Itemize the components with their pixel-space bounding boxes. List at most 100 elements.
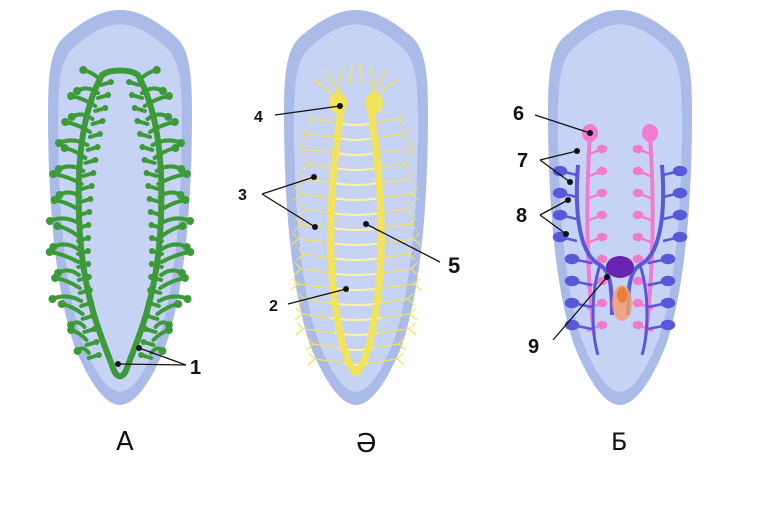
- gut-lobe-inner: [145, 300, 152, 306]
- gut-lobe: [60, 144, 69, 152]
- gut-lobe-inner: [128, 92, 135, 98]
- gut-lobe: [79, 66, 88, 74]
- gut-lobe: [54, 165, 63, 173]
- label-7: 7: [517, 150, 528, 172]
- label-2: 2: [269, 298, 278, 315]
- gut-lobe-inner: [146, 196, 153, 202]
- side-nerve: [373, 127, 411, 141]
- excretory-bulb: [632, 298, 644, 308]
- gut-lobe: [170, 118, 179, 126]
- gut-lobe-inner: [94, 144, 101, 150]
- gut-lobe: [152, 66, 161, 74]
- gut-lobe-inner: [88, 183, 95, 189]
- gut-lobe-inner: [141, 157, 148, 163]
- side-nerve: [377, 172, 415, 186]
- excretory-bulb: [596, 232, 608, 242]
- left-lower-duct: [591, 264, 602, 356]
- copulatory-organ-inner: [617, 287, 627, 303]
- side-nerve: [296, 247, 331, 261]
- testis: [564, 253, 580, 265]
- side-nerve: [380, 307, 418, 321]
- gut-lobe: [164, 92, 173, 100]
- gut-lobe-inner: [148, 261, 155, 267]
- gut-lobe-inner: [147, 287, 154, 293]
- gut-lobe-inner: [99, 118, 106, 124]
- excretory-bulb: [596, 254, 608, 264]
- label-7-leader: [539, 148, 580, 185]
- commissure: [336, 152, 376, 156]
- gut-lobe-inner: [143, 170, 150, 176]
- panel-ae: [284, 10, 428, 405]
- label-4: 4: [254, 109, 263, 126]
- cerebral-ganglion-left: [329, 92, 347, 114]
- gut-lobe-inner: [142, 326, 149, 332]
- side-nerve: [372, 337, 407, 351]
- gut-lobe: [178, 222, 187, 230]
- gut-lobe-inner: [144, 313, 151, 319]
- gut-lobe: [73, 347, 82, 355]
- gut-lobe: [54, 139, 63, 147]
- side-nerve: [379, 187, 419, 201]
- side-nerve: [381, 262, 419, 276]
- label-4-leader: [274, 103, 343, 116]
- gut-lobe: [67, 326, 76, 334]
- side-nerve: [381, 247, 416, 261]
- gut-lobe-inner: [85, 248, 92, 254]
- testis: [660, 297, 676, 309]
- side-nerve: [368, 352, 405, 366]
- caption-a: А: [116, 427, 134, 457]
- gut-lobe: [177, 139, 186, 147]
- gut-lobe-inner: [92, 157, 99, 163]
- gut-lobe: [158, 87, 167, 95]
- gut-lobe-inner: [148, 222, 155, 228]
- excretory-bulb: [596, 166, 608, 176]
- cerebral-ganglion-right: [365, 92, 383, 114]
- gut-lobe: [177, 165, 186, 173]
- testis: [552, 187, 568, 199]
- side-nerve: [380, 217, 418, 231]
- side-nerve: [380, 202, 414, 216]
- side-nerve: [381, 232, 421, 246]
- gut-lobe-inner: [88, 300, 95, 306]
- gut-lobe: [51, 274, 60, 282]
- gut-lobe-inner: [138, 352, 145, 358]
- gut-lobe-inner: [85, 235, 92, 241]
- gut-lobe-inner: [107, 79, 114, 85]
- side-nerve: [298, 202, 332, 216]
- peripheral-nerves: [290, 112, 422, 366]
- left-vas-deferens: [574, 164, 614, 316]
- side-nerve: [293, 187, 333, 201]
- testis: [552, 209, 568, 221]
- gut-lobe: [55, 191, 64, 199]
- panel-b: [548, 10, 692, 405]
- gut-lobe-inner: [85, 222, 92, 228]
- testis: [672, 187, 688, 199]
- testis: [564, 275, 580, 287]
- right-excretory-canal: [644, 134, 655, 336]
- excretory-bulb: [632, 166, 644, 176]
- excretory-bulb: [632, 210, 644, 220]
- commissure: [331, 212, 381, 216]
- excretory-bulb: [632, 188, 644, 198]
- side-nerve: [301, 127, 339, 141]
- gut-lobe-inner: [145, 183, 152, 189]
- label-2-leader: [287, 286, 349, 305]
- excretory-bulb: [596, 210, 608, 220]
- gut-lobe: [67, 113, 76, 121]
- gut-lobe: [171, 144, 180, 152]
- excretory-bulb: [596, 320, 608, 330]
- gut-lobe-inner: [89, 313, 96, 319]
- excretory-bulb: [596, 276, 608, 286]
- gut-lobe: [164, 326, 173, 334]
- gut-lobe-inner: [131, 105, 138, 111]
- testis: [564, 297, 580, 309]
- side-nerve: [381, 277, 422, 291]
- right-nerve-cord: [352, 101, 385, 377]
- excretory-bulb: [632, 276, 644, 286]
- gut-lobe-inner: [96, 131, 103, 137]
- label-1-leader: [115, 345, 187, 367]
- testis: [660, 253, 676, 265]
- testis: [660, 275, 676, 287]
